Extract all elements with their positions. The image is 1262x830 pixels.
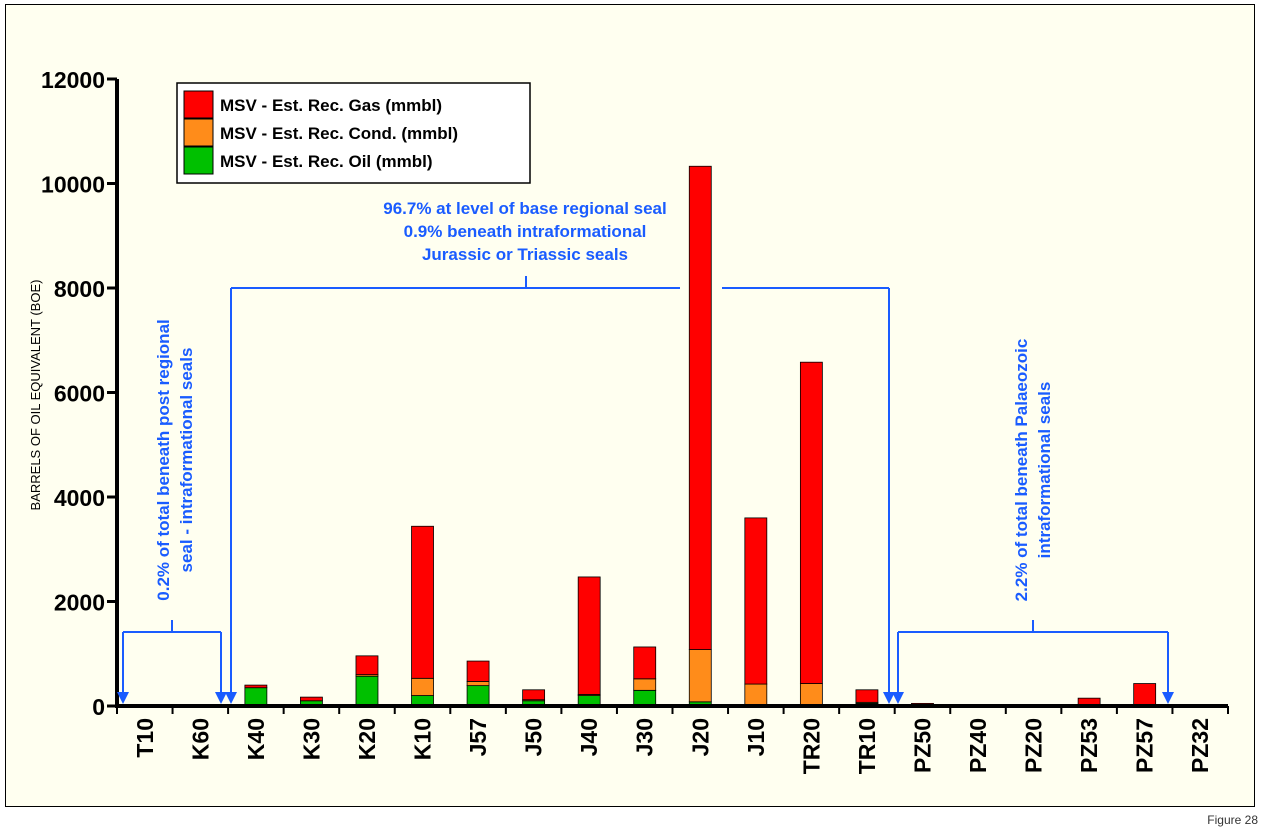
annotation-left-line-1: 0.2% of total beneath post regional (154, 319, 173, 600)
y-tick-label: 4000 (54, 485, 105, 511)
plot-area: 0 2000 4000 6000 8000 10000 12000 T10 K60 K40 K30 K… (41, 67, 1229, 774)
x-tick-label-k40: K40 (243, 718, 269, 760)
legend: MSV - Est. Rec. Gas (mmbl) MSV - Est. Re… (176, 82, 531, 184)
x-tick-label-pz32: PZ32 (1187, 718, 1213, 773)
y-tick-label: 2000 (54, 590, 105, 616)
arrow-head-icon (1162, 692, 1174, 704)
x-tick-label-pz20: PZ20 (1021, 718, 1047, 773)
annotation-left-line-2: seal - intraformational seals (177, 348, 196, 573)
annotation-right-line-2: intraformational seals (1035, 382, 1054, 559)
x-tick-label-j10: J10 (743, 718, 769, 756)
bar-cond-j57 (466, 681, 490, 687)
arrow-head-icon (892, 692, 904, 704)
bar-gas-pz57 (1133, 683, 1157, 707)
bar-gas-j50 (522, 689, 546, 701)
x-tick-label-j50: J50 (521, 718, 547, 756)
bar-gas-tr10 (855, 689, 879, 703)
bar-cond-j30 (633, 678, 657, 691)
bar-cond-j10 (744, 683, 768, 707)
bar-gas-tr20 (799, 361, 823, 684)
bar-oil-j30 (633, 689, 657, 707)
annotation-middle-line-2: 0.9% beneath intraformational (404, 222, 647, 241)
legend-swatch-oil (183, 146, 214, 175)
y-tick-label: 12000 (41, 67, 105, 93)
chart-frame: 0 2000 4000 6000 8000 10000 12000 T10 K60 K40 K30 K… (5, 4, 1255, 807)
annotation-middle: 96.7% at level of base regional seal 0.9… (383, 199, 666, 264)
arrow-head-icon (883, 692, 895, 704)
bar-gas-j10 (744, 517, 768, 685)
x-tick-label-pz50: PZ50 (909, 718, 935, 773)
legend-box (176, 82, 531, 184)
annotation-middle-line-1: 96.7% at level of base regional seal (383, 199, 666, 218)
bar-gas-j20 (688, 165, 712, 650)
bar-oil-k40 (244, 687, 268, 707)
legend-label-oil: MSV - Est. Rec. Oil (mmbl) (220, 152, 433, 171)
x-tick-label-pz57: PZ57 (1132, 718, 1158, 773)
bar-oil-k20 (355, 675, 379, 707)
legend-swatch-cond (183, 118, 214, 147)
bracket-right (892, 620, 1174, 704)
x-tick-label-k60: K60 (187, 718, 213, 760)
bar-gas-j40 (577, 576, 601, 695)
bar-gas-k20 (355, 655, 379, 676)
x-tick-label-pz40: PZ40 (965, 718, 991, 773)
x-tick-label-tr10: TR10 (854, 718, 880, 774)
figure-label: Figure 28 (1207, 813, 1258, 827)
bar-gas-j57 (466, 660, 490, 682)
bar-gas-j30 (633, 646, 657, 680)
bar-cond-tr20 (799, 683, 823, 707)
y-axis-label: BARRELS OF OIL EQUIVALENT (BOE) (28, 280, 43, 511)
legend-swatch-gas (183, 90, 214, 119)
arrow-head-icon (225, 692, 237, 704)
bar-gas-k30 (300, 696, 323, 702)
bar-gas-k40 (244, 684, 268, 689)
bracket-left (117, 620, 227, 704)
x-tick-label-j57: J57 (465, 718, 491, 756)
y-tick-label: 10000 (41, 172, 105, 198)
legend-label-gas: MSV - Est. Rec. Gas (mmbl) (220, 96, 442, 115)
x-tick-label-k10: K10 (410, 718, 436, 760)
bar-cond-j20 (688, 649, 712, 703)
annotation-right-line-1: 2.2% of total beneath Palaeozoic (1012, 339, 1031, 602)
y-tick-label: 6000 (54, 381, 105, 407)
x-tick-label-j40: J40 (576, 718, 602, 756)
annotation-middle-line-3: Jurassic or Triassic seals (422, 245, 628, 264)
bar-gas-k10 (411, 525, 434, 679)
arrow-head-icon (117, 692, 129, 704)
x-tick-label-k30: K30 (298, 718, 324, 760)
x-tick-label-pz53: PZ53 (1076, 718, 1102, 773)
legend-label-cond: MSV - Est. Rec. Cond. (mmbl) (220, 124, 458, 143)
annotation-right: 2.2% of total beneath Palaeozoic intrafo… (1012, 339, 1054, 602)
x-tick-label-j30: J30 (632, 718, 658, 756)
x-tick-label-t10: T10 (132, 718, 158, 758)
annotation-left: 0.2% of total beneath post regional seal… (154, 319, 196, 600)
bracket-middle (225, 276, 895, 704)
arrow-head-icon (215, 692, 227, 704)
x-tick-label-tr20: TR20 (798, 718, 824, 774)
stacked-bar-chart: 0 2000 4000 6000 8000 10000 12000 T10 K60 K40 K30 K… (28, 67, 1229, 774)
y-tick-label: 0 (92, 694, 105, 720)
bar-oil-j57 (466, 685, 490, 707)
bar-cond-k10 (411, 677, 434, 696)
y-tick-label: 8000 (54, 276, 105, 302)
x-tick-label-j20: J20 (687, 718, 713, 756)
x-tick-label-k20: K20 (354, 718, 380, 760)
